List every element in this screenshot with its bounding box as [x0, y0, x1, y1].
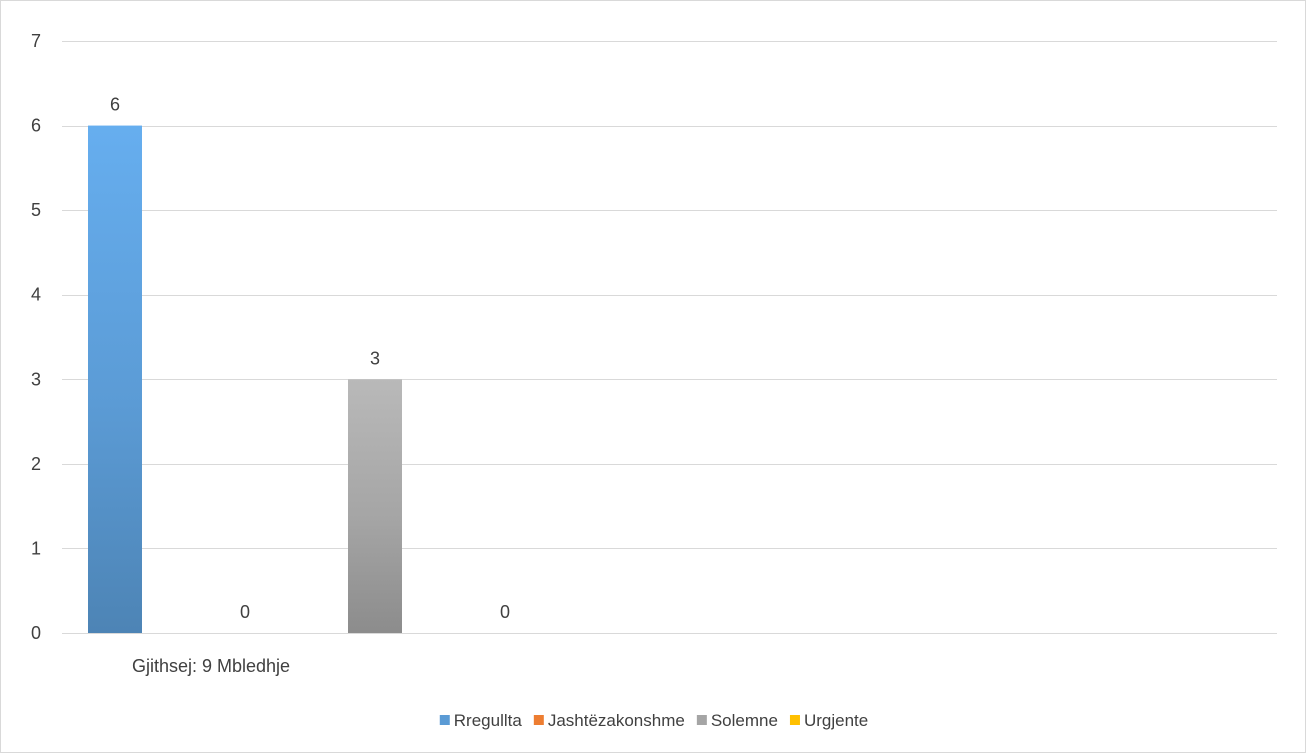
legend-label: Jashtëzakonshme: [548, 711, 685, 730]
y-tick-label: 7: [31, 31, 41, 51]
y-tick-label: 3: [31, 369, 41, 389]
data-labels: 6 0 3 0: [110, 95, 510, 622]
y-tick-label: 1: [31, 538, 41, 558]
category-label: Gjithsej: 9 Mbledhje: [132, 656, 290, 676]
legend: Rregullta Jashtëzakonshme Solemne Urgjente: [439, 711, 868, 730]
data-label-urgjente: 0: [500, 602, 510, 622]
legend-label: Urgjente: [804, 711, 868, 730]
legend-swatch: [533, 715, 544, 725]
y-tick-label: 2: [31, 454, 41, 474]
data-label-rregullta: 6: [110, 95, 120, 115]
legend-label: Solemne: [711, 711, 778, 730]
legend-label: Rregullta: [454, 711, 523, 730]
gridlines: [62, 41, 1277, 634]
x-axis-category-labels: Gjithsej: 9 Mbledhje: [132, 656, 290, 676]
data-label-solemne: 3: [370, 348, 380, 368]
legend-swatch: [696, 715, 707, 725]
y-axis-tick-labels: 0 1 2 3 4 5 6 7: [31, 31, 41, 643]
y-tick-label: 5: [31, 200, 41, 220]
bars: [88, 125, 402, 634]
bar-solemne: [348, 379, 402, 633]
y-tick-label: 4: [31, 285, 41, 305]
legend-swatch: [789, 715, 800, 725]
y-tick-label: 0: [31, 623, 41, 643]
bar-rregullta: [88, 125, 142, 634]
legend-swatch: [439, 715, 450, 725]
data-label-jashtëzakonshme: 0: [240, 602, 250, 622]
y-tick-label: 6: [31, 116, 41, 136]
